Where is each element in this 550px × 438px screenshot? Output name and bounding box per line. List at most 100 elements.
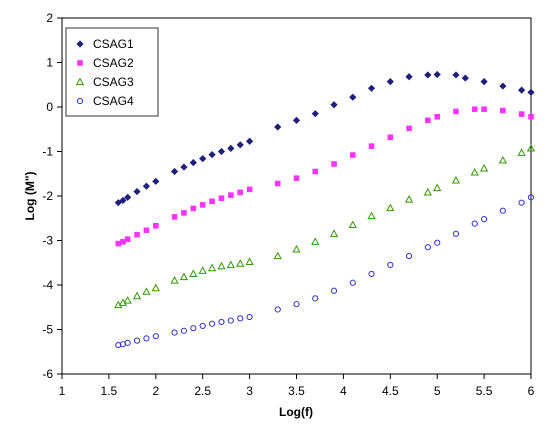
y-tick-label: -3 [42, 234, 53, 248]
data-point [143, 335, 150, 342]
data-point [433, 183, 442, 192]
data-point [500, 107, 506, 114]
data-point [142, 287, 151, 295]
data-point [217, 261, 226, 270]
data-point [434, 113, 440, 120]
data-point [189, 159, 197, 167]
data-point [461, 74, 469, 82]
legend-marker [77, 60, 83, 66]
data-point [481, 216, 488, 223]
x-tick-label: 3 [246, 384, 253, 398]
data-point [434, 239, 441, 246]
series-csag4 [115, 194, 535, 349]
data-point [387, 134, 394, 141]
data-point [190, 205, 197, 212]
data-point [180, 327, 188, 334]
data-point [124, 236, 131, 242]
data-point [115, 240, 122, 247]
x-tick-label: 1 [59, 384, 66, 398]
data-point [237, 189, 244, 196]
data-point [479, 163, 489, 172]
data-point [433, 70, 441, 79]
data-point [198, 266, 207, 274]
data-point [152, 177, 160, 185]
data-point [424, 244, 431, 251]
y-tick-label: -1 [42, 145, 53, 159]
data-point [143, 227, 150, 234]
data-point [406, 125, 412, 132]
data-point [209, 198, 215, 205]
data-point [292, 116, 301, 124]
x-tick-label: 5.5 [476, 384, 493, 398]
y-tick-label: 2 [46, 11, 53, 25]
data-point [124, 339, 131, 346]
data-point [471, 106, 478, 113]
data-point [471, 220, 478, 227]
data-point [170, 276, 179, 284]
legend-label: CSAG1 [93, 37, 134, 51]
data-point [120, 239, 126, 245]
data-point [527, 88, 535, 96]
data-point [368, 270, 375, 277]
data-point [208, 151, 216, 159]
data-point [368, 143, 375, 149]
data-point [246, 186, 253, 193]
data-point [349, 152, 356, 158]
data-point [133, 187, 141, 196]
data-point [311, 237, 320, 245]
data-point [152, 333, 159, 340]
x-tick-label: 4 [340, 384, 347, 398]
y-axis: 2 1 0 -1 -2 -3 -4 -5 -6 [42, 11, 62, 381]
data-point [330, 287, 338, 294]
x-tick-label: 4.5 [382, 384, 399, 398]
x-tick-label: 3.5 [288, 384, 305, 398]
data-point [227, 144, 235, 152]
data-point [518, 86, 526, 94]
legend-label: CSAG3 [93, 75, 134, 89]
series-csag2 [115, 106, 534, 247]
data-point [453, 108, 459, 115]
data-point [227, 317, 234, 324]
data-point [311, 110, 319, 118]
data-point [312, 295, 319, 302]
data-point [405, 252, 413, 260]
data-point [386, 78, 394, 86]
data-point [499, 207, 506, 214]
x-tick-label: 2 [152, 384, 159, 398]
data-point [245, 257, 254, 265]
data-point [170, 167, 179, 176]
data-point [236, 141, 244, 149]
data-point [274, 306, 281, 313]
data-point [517, 148, 526, 156]
legend-marker [76, 97, 84, 105]
data-point [367, 211, 376, 220]
y-tick-label: 0 [46, 100, 53, 114]
y-tick-label: -6 [42, 367, 53, 381]
data-point [142, 182, 151, 190]
data-point [133, 337, 141, 344]
data-point [330, 101, 338, 109]
data-point [312, 168, 319, 175]
data-point [237, 315, 244, 322]
data-point [349, 279, 356, 286]
data-point [199, 155, 207, 163]
data-point [518, 111, 525, 117]
series-csag3 [114, 143, 536, 309]
data-point [387, 261, 394, 269]
data-point [425, 117, 431, 124]
x-tick-label: 6 [528, 384, 535, 398]
data-point [451, 175, 461, 184]
legend-label: CSAG2 [93, 56, 134, 70]
data-point [527, 194, 535, 201]
series-csag1 [114, 70, 535, 207]
data-point [329, 229, 339, 237]
data-point [274, 123, 282, 131]
data-point [518, 199, 525, 206]
x-tick-label: 1.5 [101, 384, 118, 398]
data-point [180, 163, 188, 171]
x-tick-label: 2.5 [194, 384, 211, 398]
data-point [331, 161, 337, 167]
data-point [228, 192, 234, 198]
x-axis-title: Log(f) [279, 405, 313, 419]
